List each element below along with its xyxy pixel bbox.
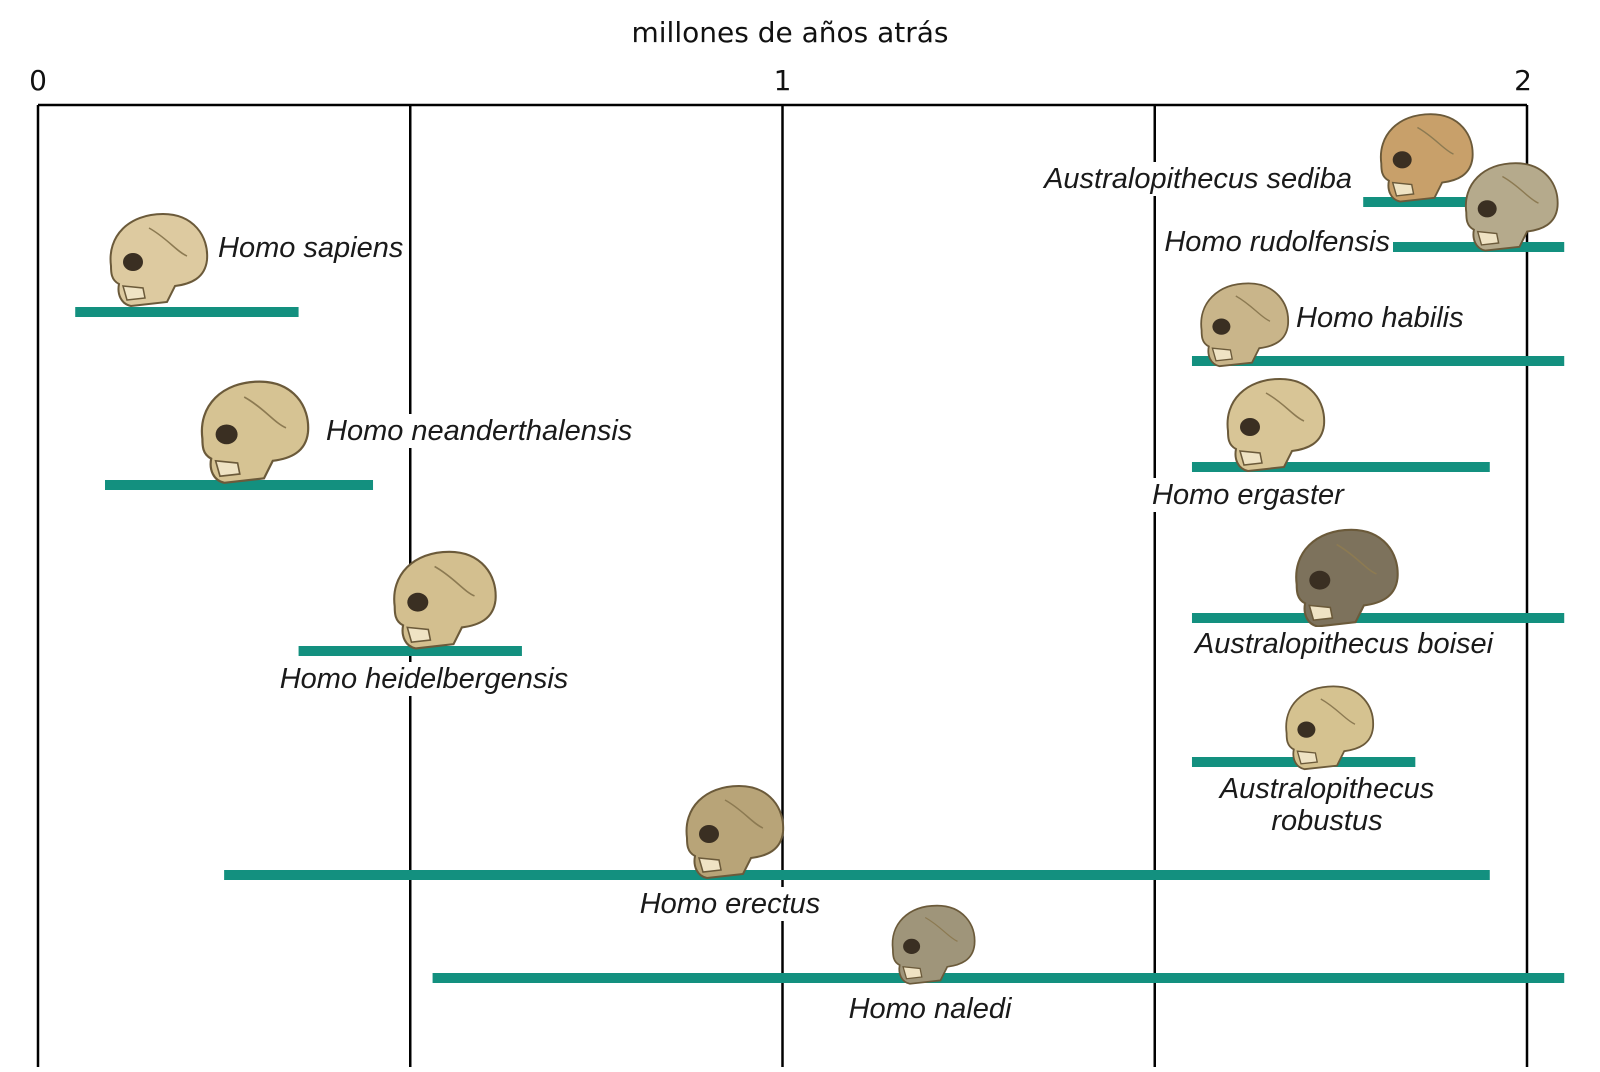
label-halo-homo-ergaster	[1149, 478, 1349, 512]
label-halo-homo-sapiens	[215, 231, 407, 265]
bar-homo-rudolfensis	[1363, 242, 1565, 252]
x-tick-label: 1	[774, 64, 792, 97]
axis-title: millones de años atrás	[631, 16, 948, 49]
species-label-homo-habilis: Homo habilis	[1296, 302, 1464, 334]
bar-australopithecus-sediba	[1363, 197, 1490, 207]
label-halo-homo-habilis	[1293, 301, 1467, 335]
skull-icons	[109, 113, 1559, 985]
bar-homo-neanderthalensis	[105, 480, 374, 490]
bar-australopithecus-boisei	[1191, 613, 1565, 623]
label-halo-homo-rudolfensis	[1161, 225, 1393, 259]
chart-frame	[36, 103, 1529, 1067]
species-label-australopithecus-sediba: Australopithecus sediba	[1042, 163, 1352, 195]
skull-icon-homo-ergaster	[1226, 377, 1326, 473]
label-halo-homo-naledi	[845, 992, 1016, 1026]
label-halo-homo-erectus	[636, 887, 824, 921]
skull-icon-australopithecus-sediba	[1379, 113, 1474, 203]
species-label-australopithecus-boisei: Australopithecus boisei	[1193, 628, 1495, 660]
species-label-australopithecus-robustus: Australopithecus robustus	[1218, 773, 1434, 837]
x-tick-labels: 0 1 2	[29, 64, 1532, 97]
bar-homo-ergaster	[1191, 462, 1490, 472]
species-label-homo-naledi: Homo naledi	[849, 993, 1013, 1025]
bar-homo-sapiens	[75, 307, 299, 317]
skull-icon-homo-neanderthalensis	[200, 380, 310, 484]
bar-homo-habilis	[1191, 356, 1565, 366]
skull-icon-australopithecus-robustus	[1285, 685, 1374, 771]
species-label-homo-heidelbergensis: Homo heidelbergensis	[280, 663, 569, 695]
bar-homo-naledi	[432, 973, 1565, 983]
bar-homo-heidelbergensis	[298, 646, 522, 656]
x-tick-label: 0	[29, 64, 47, 97]
skull-icon-homo-naledi	[891, 904, 976, 985]
species-labels: Australopithecus sediba Homo rudolfensis H…	[215, 162, 1498, 1026]
label-halo-homo-neanderthalensis	[323, 414, 636, 448]
species-label-homo-sapiens: Homo sapiens	[218, 232, 403, 264]
skull-icon-australopithecus-boisei	[1295, 528, 1399, 628]
skull-icon-homo-erectus	[685, 784, 785, 880]
skull-icon-homo-heidelbergensis	[393, 550, 497, 650]
species-label-homo-erectus: Homo erectus	[640, 888, 821, 920]
species-label-homo-ergaster: Homo ergaster	[1152, 479, 1345, 511]
label-halo-homo-heidelbergensis	[276, 662, 572, 696]
skull-icon-homo-habilis	[1200, 282, 1289, 368]
skull-icon-homo-rudolfensis	[1464, 162, 1559, 252]
label-halo-australopithecus-robustus	[1214, 772, 1438, 838]
species-label-homo-neanderthalensis: Homo neanderthalensis	[326, 415, 632, 447]
label-halo-australopithecus-boisei	[1189, 627, 1498, 661]
skull-icon-homo-sapiens	[109, 212, 209, 308]
bar-homo-erectus	[224, 870, 1490, 880]
label-halo-australopithecus-sediba	[1039, 162, 1355, 196]
x-tick-label: 2	[1514, 64, 1532, 97]
species-label-homo-rudolfensis: Homo rudolfensis	[1164, 226, 1390, 258]
